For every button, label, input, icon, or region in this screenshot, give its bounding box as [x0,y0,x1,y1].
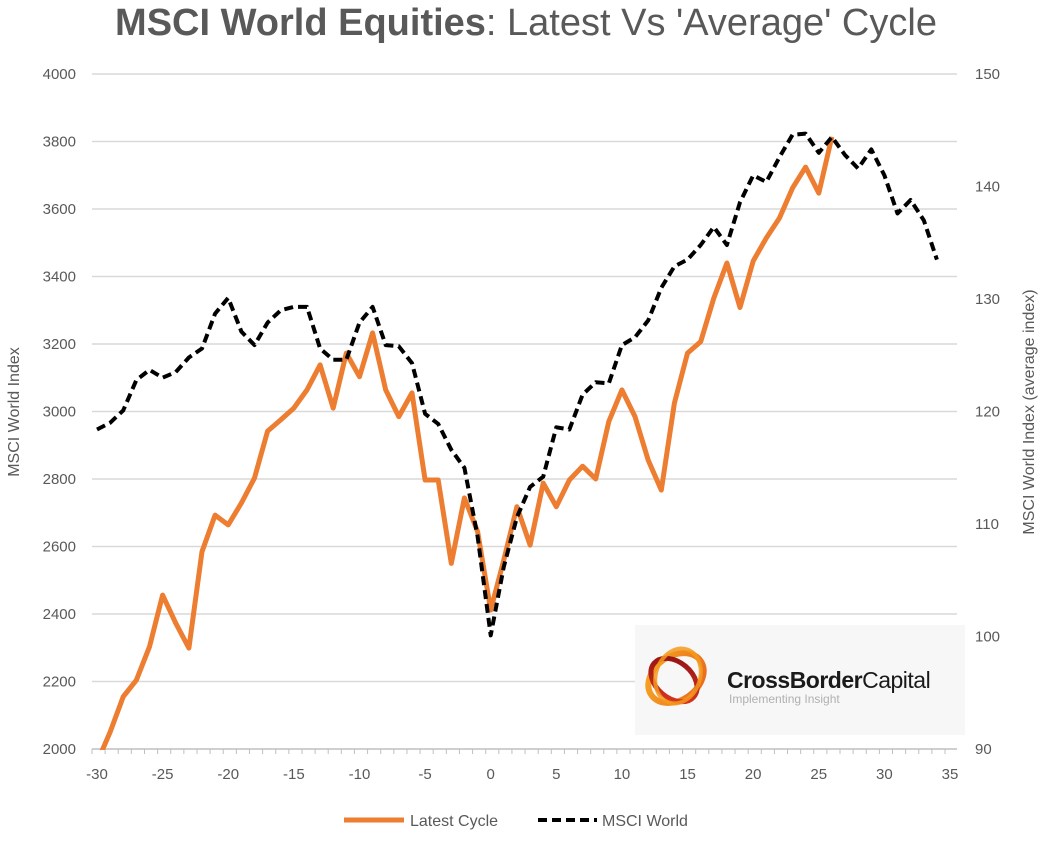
x-tick-label: -30 [86,766,108,783]
x-tick-label: -10 [349,766,371,783]
y-axis-left-title: MSCI World Index [6,347,23,477]
y-tick-label-left: 3600 [43,201,76,218]
legend-label-msci-world: MSCI World [602,813,688,830]
y-tick-label-right: 90 [975,741,992,758]
y-tick-label-left: 2600 [43,539,76,556]
chart-title: MSCI World Equities: Latest Vs 'Average'… [0,0,1052,46]
x-tick-label: 5 [552,766,560,783]
y-tick-label-left: 2200 [43,674,76,691]
x-tick-label: 10 [614,766,631,783]
y-tick-label-right: 120 [975,404,1000,421]
x-tick-label: 0 [487,766,495,783]
x-tick-label: 35 [942,766,959,783]
y-axis-left: 2000 2200 2400 2600 2800 3000 3200 3400 3600 3800… [43,66,76,758]
x-tick-label: -25 [152,766,174,783]
y-tick-label-left: 3400 [43,269,76,286]
y-tick-label-left: 3000 [43,404,76,421]
logo-name-light: Capital [862,667,930,693]
y-tick-label-left: 3200 [43,336,76,353]
y-tick-label-right: 130 [975,291,1000,308]
y-tick-label-right: 100 [975,629,1000,646]
crossborder-capital-logo: CrossBorderCapital Implementing Insight [635,625,965,735]
y-tick-label-left: 2000 [43,741,76,758]
series-line-msci-world [96,131,939,638]
y-tick-label-right: 150 [975,66,1000,83]
y-axis-right: 90 100 110 120 130 140 150 [975,66,1000,758]
y-axis-right-title: MSCI World Index (average index) [1021,289,1038,534]
x-tick-label: 20 [745,766,762,783]
y-tick-label-right: 140 [975,179,1000,196]
y-tick-label-left: 4000 [43,66,76,83]
x-tick-label: 30 [876,766,893,783]
y-tick-label-left: 2400 [43,606,76,623]
logo-name-bold: CrossBorder [727,667,863,693]
logo-rings-icon [645,646,707,706]
gridlines [92,73,957,683]
y-tick-label-left: 3800 [43,134,76,151]
chart-title-rest: : Latest Vs 'Average' Cycle [485,2,937,44]
x-tick-label: -20 [217,766,239,783]
x-tick-label: 25 [810,766,827,783]
x-axis: -30 -25 -20 -15 -10 -5 0 5 10 15 20 25 30 35 [86,748,959,783]
chart-title-bold: MSCI World Equities [115,2,486,44]
logo-tagline: Implementing Insight [729,692,840,706]
logo-background [635,625,965,735]
logo-name: CrossBorderCapital [727,667,930,693]
legend-label-latest-cycle: Latest Cycle [410,813,498,830]
legend: Latest Cycle MSCI World [344,813,688,830]
x-tick-label: 15 [679,766,696,783]
x-tick-label: -5 [418,766,431,783]
y-tick-label-left: 2800 [43,471,76,488]
x-tick-label: -15 [283,766,305,783]
y-tick-label-right: 110 [975,516,999,533]
series-group [96,131,939,750]
